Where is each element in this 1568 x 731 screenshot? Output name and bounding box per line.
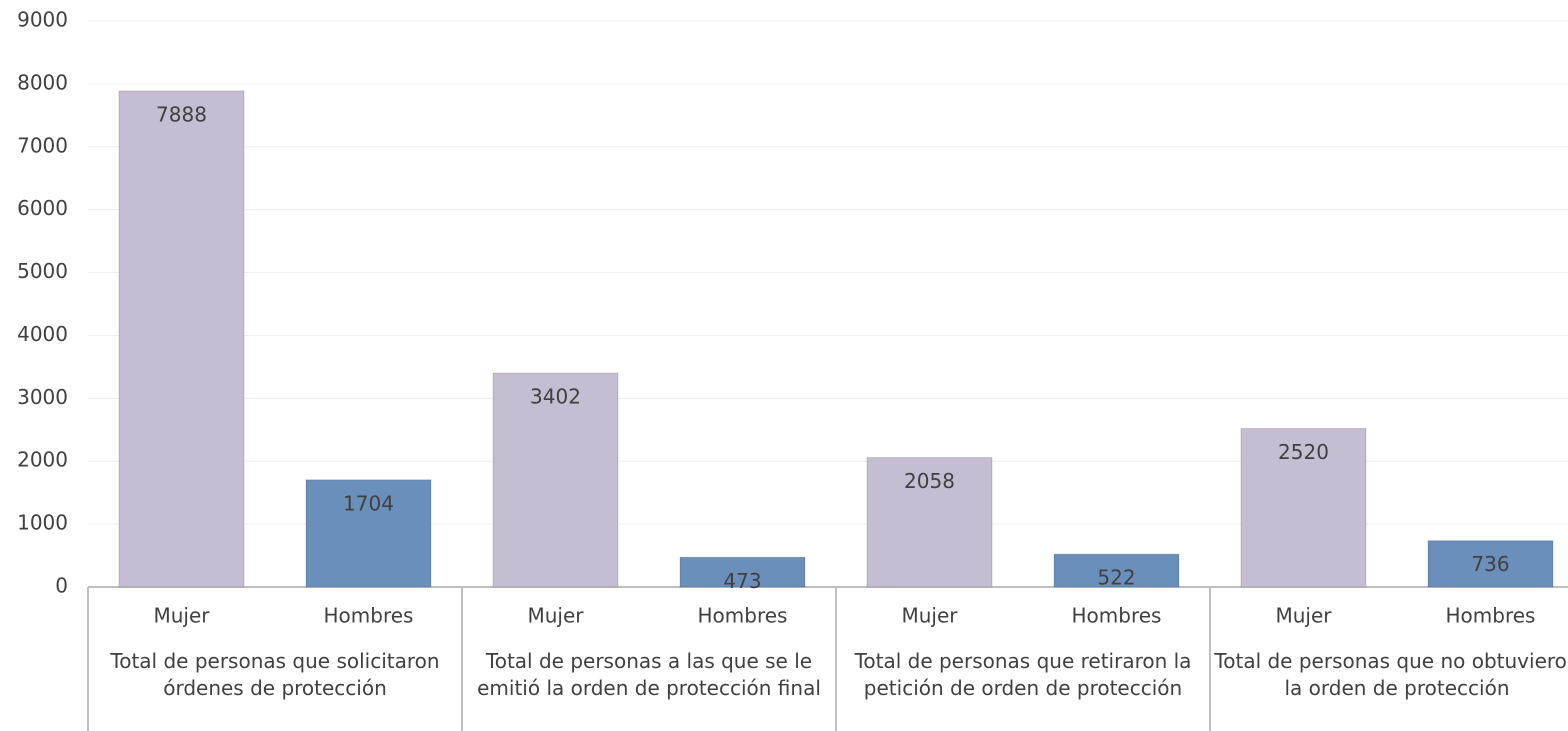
x-tick-label: Hombres — [1072, 604, 1162, 628]
data-label: 1704 — [343, 491, 394, 515]
x-tick-label: Mujer — [901, 604, 958, 628]
y-tick-label: 4000 — [17, 322, 68, 346]
x-tick-label: Hombres — [1446, 604, 1536, 628]
data-label: 2520 — [1278, 440, 1329, 464]
x-tick-label: Mujer — [1275, 604, 1332, 628]
bar — [1053, 553, 1180, 588]
group-label: Total de personas que solicitaron órdene… — [110, 649, 440, 700]
bar — [1240, 428, 1367, 588]
group-label: Total de personas que retiraron la petic… — [854, 649, 1192, 700]
y-tick-label: 9000 — [17, 8, 68, 32]
y-tick-label: 5000 — [17, 259, 68, 283]
data-label: 736 — [1471, 552, 1509, 576]
bar — [118, 90, 245, 588]
x-tick-label: Hombres — [324, 604, 414, 628]
data-label: 522 — [1097, 566, 1135, 590]
group-label: Total de personas que no obtuvieron la o… — [1214, 649, 1568, 700]
x-tick-label: Hombres — [698, 604, 788, 628]
y-tick-label: 3000 — [17, 385, 68, 409]
group-label: Total de personas a las que se le emitió… — [477, 649, 821, 700]
y-tick-label: 6000 — [17, 196, 68, 220]
data-label: 3402 — [530, 385, 581, 409]
y-tick-label: 7000 — [17, 133, 68, 157]
y-tick-label: 8000 — [17, 70, 68, 94]
bar — [492, 372, 619, 588]
bar — [305, 479, 432, 588]
bar — [866, 457, 993, 588]
y-tick-label: 1000 — [17, 511, 68, 535]
data-label: 473 — [723, 569, 761, 593]
y-tick-label: 0 — [55, 574, 68, 598]
data-label: 7888 — [156, 102, 207, 126]
x-tick-label: Mujer — [527, 604, 584, 628]
x-tick-label: Mujer — [153, 604, 210, 628]
bar — [679, 556, 806, 588]
bar — [1427, 540, 1554, 588]
y-tick-label: 2000 — [17, 448, 68, 472]
data-label: 2058 — [904, 469, 955, 493]
